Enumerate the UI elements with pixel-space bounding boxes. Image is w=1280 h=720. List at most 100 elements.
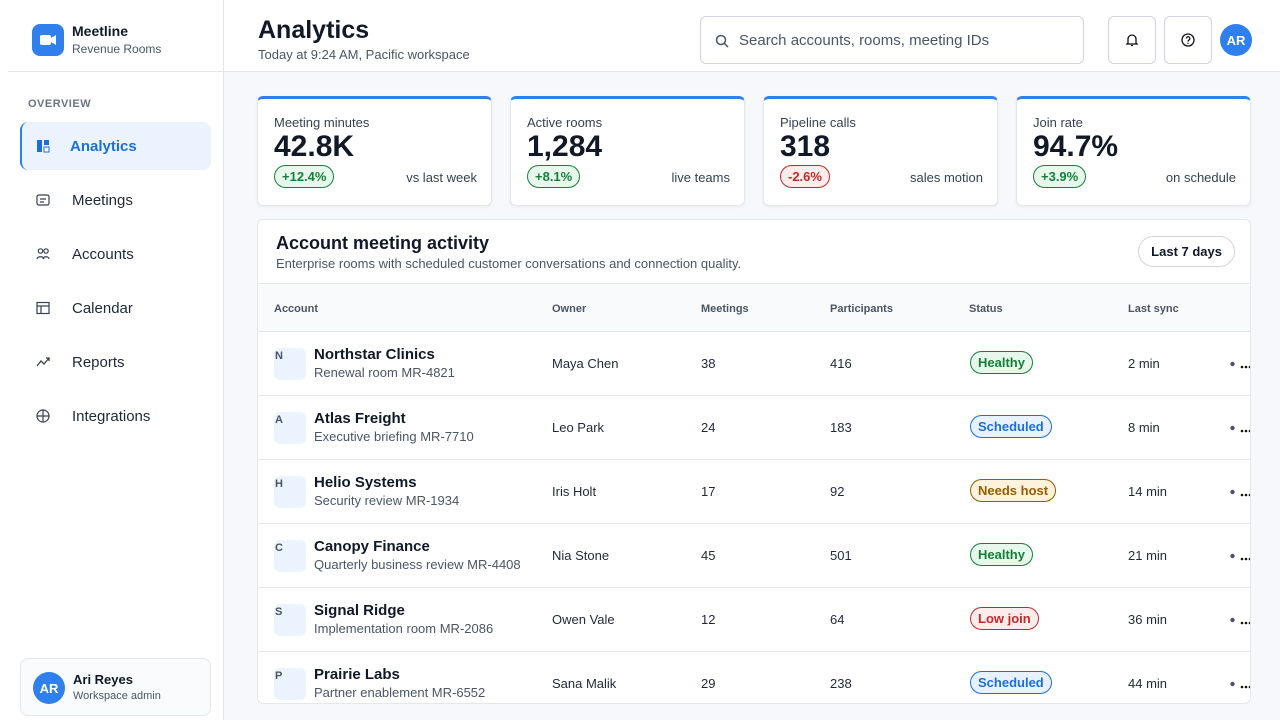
meetings: 24 bbox=[701, 420, 716, 435]
participants: 92 bbox=[830, 484, 845, 499]
kpi-label: Active rooms bbox=[527, 115, 603, 130]
account-name: Helio Systems bbox=[314, 474, 417, 491]
nav-label: Calendar bbox=[72, 300, 133, 317]
account-name: Signal Ridge bbox=[314, 602, 405, 619]
row-actions[interactable] bbox=[1230, 360, 1251, 370]
last-sync: 36 min bbox=[1128, 612, 1168, 627]
last-sync: 14 min bbox=[1128, 484, 1168, 499]
table-row[interactable]: N Northstar Clinics Renewal room MR-4821 Ma… bbox=[258, 332, 1251, 396]
nav-item[interactable]: Meetings bbox=[20, 176, 211, 224]
kpi-note: sales motion bbox=[910, 170, 983, 185]
user-avatar: AR bbox=[33, 672, 65, 704]
account-name: Canopy Finance bbox=[314, 538, 430, 555]
row-actions[interactable] bbox=[1230, 424, 1251, 434]
account-initial: C bbox=[274, 540, 306, 572]
help-button[interactable] bbox=[1164, 16, 1212, 64]
table-title: Account meeting activity bbox=[276, 233, 490, 253]
room-name: Implementation room MR-2086 bbox=[314, 621, 494, 636]
account-name: Atlas Freight bbox=[314, 410, 406, 427]
column-header: Status bbox=[969, 303, 1003, 315]
room-name: Partner enablement MR-6552 bbox=[314, 685, 486, 700]
kpi-value: 1,284 bbox=[527, 130, 603, 163]
nav-section: OVERVIEW bbox=[28, 98, 92, 110]
status-badge: Healthy bbox=[970, 351, 1033, 374]
nav-icon bbox=[36, 194, 50, 206]
last-sync: 44 min bbox=[1128, 676, 1168, 691]
search-icon bbox=[715, 34, 729, 48]
kpi-value: 318 bbox=[780, 130, 831, 163]
row-actions[interactable] bbox=[1230, 616, 1251, 626]
owner: Sana Malik bbox=[552, 676, 617, 691]
account-initial: N bbox=[274, 348, 306, 380]
room-name: Renewal room MR-4821 bbox=[314, 365, 455, 380]
nav-item[interactable]: Accounts bbox=[20, 230, 211, 278]
account-initial: P bbox=[274, 668, 306, 700]
nav-item[interactable]: Reports bbox=[20, 338, 211, 386]
meetings: 38 bbox=[701, 356, 716, 371]
column-header: Account bbox=[274, 303, 318, 315]
kpi-delta: -2.6% bbox=[780, 165, 830, 188]
user-card[interactable]: AR Ari Reyes Workspace admin bbox=[20, 658, 211, 716]
header-avatar[interactable]: AR bbox=[1220, 24, 1252, 56]
nav-item[interactable]: Integrations bbox=[20, 392, 211, 440]
nav-label: Reports bbox=[72, 354, 125, 371]
search-placeholder: Search accounts, rooms, meeting IDs bbox=[739, 32, 990, 49]
status-badge: Needs host bbox=[970, 479, 1057, 502]
status-badge: Scheduled bbox=[970, 671, 1052, 694]
help-icon bbox=[1181, 33, 1195, 47]
nav-icon bbox=[36, 357, 50, 367]
column-header: Participants bbox=[830, 303, 893, 315]
kpi-label: Pipeline calls bbox=[780, 115, 856, 130]
row-actions[interactable] bbox=[1230, 680, 1251, 690]
owner: Maya Chen bbox=[552, 356, 619, 371]
kpi-note: vs last week bbox=[406, 170, 477, 185]
brand-glyph bbox=[40, 35, 56, 45]
brand-name: Meetline bbox=[72, 23, 129, 39]
kpi-delta: +8.1% bbox=[527, 165, 581, 188]
kpi-delta: +3.9% bbox=[1033, 165, 1087, 188]
kpi-card: Active rooms 1,284 +8.1% live teams bbox=[510, 96, 745, 206]
nav-label: Integrations bbox=[72, 408, 151, 425]
topbar: Analytics Today at 9:24 AM, Pacific work… bbox=[224, 0, 1280, 72]
table-row[interactable]: A Atlas Freight Executive briefing MR-7710… bbox=[258, 396, 1251, 460]
brand-subtitle: Revenue Rooms bbox=[72, 42, 162, 56]
nav-item[interactable]: Calendar bbox=[20, 284, 211, 332]
nav-label: Analytics bbox=[70, 138, 137, 155]
last-sync: 2 min bbox=[1128, 356, 1160, 371]
search-box[interactable]: Search accounts, rooms, meeting IDs bbox=[700, 16, 1084, 64]
kpi-card: Meeting minutes 42.8K +12.4% vs last week bbox=[257, 96, 492, 206]
last-sync: 8 min bbox=[1128, 420, 1160, 435]
account-initial: S bbox=[274, 604, 306, 636]
kpi-value: 94.7% bbox=[1033, 130, 1119, 163]
owner: Iris Holt bbox=[552, 484, 597, 499]
owner: Leo Park bbox=[552, 420, 605, 435]
nav-label: Meetings bbox=[72, 192, 133, 209]
account-initial: H bbox=[274, 476, 306, 508]
participants: 416 bbox=[830, 356, 852, 371]
user-name: Ari Reyes bbox=[73, 672, 133, 687]
range-button[interactable]: Last 7 days bbox=[1138, 236, 1235, 267]
room-name: Executive briefing MR-7710 bbox=[314, 429, 474, 444]
row-actions[interactable] bbox=[1230, 552, 1251, 562]
status-badge: Low join bbox=[970, 607, 1039, 630]
table-row[interactable]: C Canopy Finance Quarterly business review… bbox=[258, 524, 1251, 588]
notifications-button[interactable] bbox=[1108, 16, 1156, 64]
participants: 183 bbox=[830, 420, 852, 435]
table-row[interactable]: H Helio Systems Security review MR-1934 Iri… bbox=[258, 460, 1251, 524]
bell-icon bbox=[1125, 34, 1139, 47]
nav-label: Accounts bbox=[72, 246, 134, 263]
owner: Owen Vale bbox=[552, 612, 615, 627]
kpi-note: on schedule bbox=[1165, 170, 1236, 185]
user-role: Workspace admin bbox=[73, 690, 161, 702]
column-header: Last sync bbox=[1128, 303, 1179, 315]
column-header: Meetings bbox=[701, 303, 749, 315]
meetings: 12 bbox=[701, 612, 716, 627]
table-row[interactable]: P Prairie Labs Partner enablement MR-6552 S… bbox=[258, 652, 1251, 703]
row-actions[interactable] bbox=[1230, 488, 1251, 498]
participants: 64 bbox=[830, 612, 845, 627]
table-subtitle: Enterprise rooms with scheduled customer… bbox=[276, 256, 742, 271]
kpi-label: Meeting minutes bbox=[274, 115, 370, 130]
table-row[interactable]: S Signal Ridge Implementation room MR-2086… bbox=[258, 588, 1251, 652]
nav-item[interactable]: Analytics bbox=[20, 122, 211, 170]
